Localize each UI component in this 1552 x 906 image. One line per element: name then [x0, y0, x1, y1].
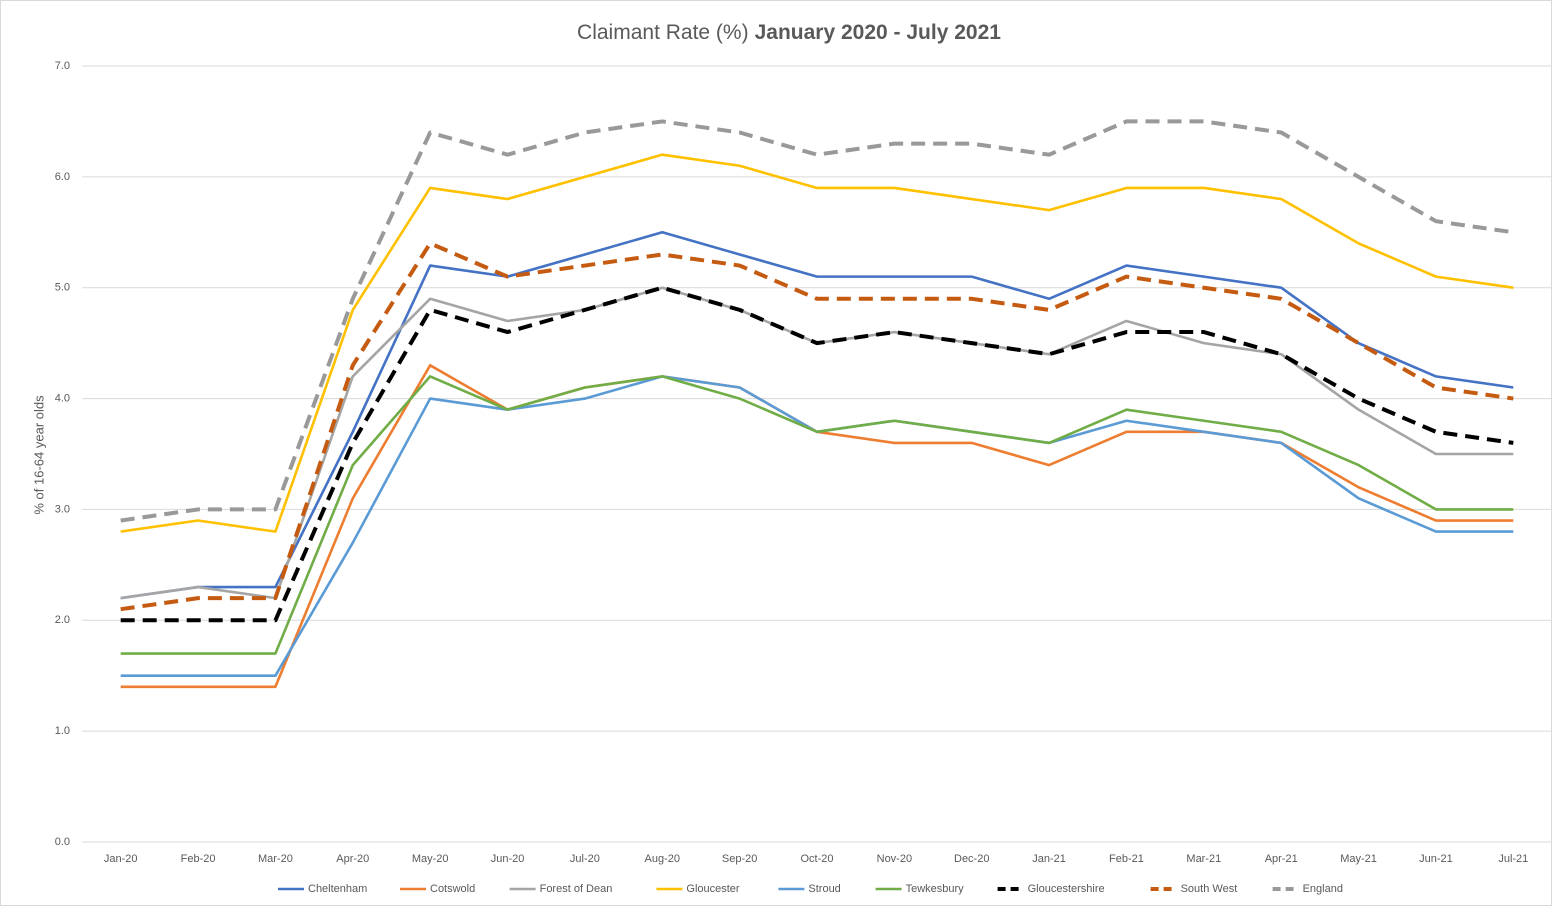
x-tick-label: Apr-20: [336, 853, 369, 865]
x-tick-label: Jul-20: [570, 853, 600, 865]
y-tick-label: 5.0: [55, 282, 70, 294]
x-tick-label: Jan-20: [104, 853, 138, 865]
legend-label: Cotswold: [430, 883, 475, 895]
legend-label: Forest of Dean: [540, 883, 613, 895]
x-tick-label: May-21: [1340, 853, 1377, 865]
x-tick-label: Mar-21: [1186, 853, 1221, 865]
series-line: [120, 285, 1514, 623]
x-tick-label: Jun-20: [491, 853, 525, 865]
legend-label: Gloucestershire: [1028, 883, 1105, 895]
x-tick-label: Nov-20: [877, 853, 912, 865]
x-tick-label: Sep-20: [722, 853, 757, 865]
y-tick-label: 4.0: [55, 392, 70, 404]
x-tick-label: Jul-21: [1498, 853, 1528, 865]
legend-label: Gloucester: [686, 883, 740, 895]
x-tick-label: Feb-20: [181, 853, 216, 865]
x-tick-label: Feb-21: [1109, 853, 1144, 865]
series-line: [120, 241, 1514, 612]
series-line: [120, 153, 1514, 533]
y-tick-label: 3.0: [55, 503, 70, 515]
series-line: [120, 375, 1514, 655]
series-line: [120, 230, 1514, 600]
legend-label: Tewkesbury: [906, 883, 965, 895]
title-part: Claimant Rate (%): [577, 21, 749, 44]
x-tick-label: May-20: [412, 853, 449, 865]
x-tick-label: Oct-20: [800, 853, 833, 865]
legend-label: Stroud: [808, 883, 840, 895]
chart-title: Claimant Rate (%) January 2020 - July 202…: [577, 21, 1001, 44]
x-tick-label: Mar-20: [258, 853, 293, 865]
x-tick-label: Aug-20: [645, 853, 680, 865]
series-line: [120, 119, 1514, 523]
y-axis-label: % of 16-64 year olds: [31, 395, 46, 515]
legend-label: England: [1303, 883, 1343, 895]
title-emphasis: January 2020 - July 2021: [755, 21, 1002, 44]
y-tick-label: 7.0: [55, 60, 70, 72]
y-tick-label: 1.0: [55, 725, 70, 737]
x-tick-label: Jun-21: [1419, 853, 1453, 865]
legend-label: Cheltenham: [308, 883, 367, 895]
x-tick-label: Apr-21: [1265, 853, 1298, 865]
y-tick-label: 6.0: [55, 171, 70, 183]
x-tick-label: Jan-21: [1032, 853, 1066, 865]
legend-label: South West: [1181, 883, 1238, 895]
x-tick-label: Dec-20: [954, 853, 989, 865]
y-tick-label: 0.0: [55, 836, 70, 848]
y-tick-label: 2.0: [55, 614, 70, 626]
